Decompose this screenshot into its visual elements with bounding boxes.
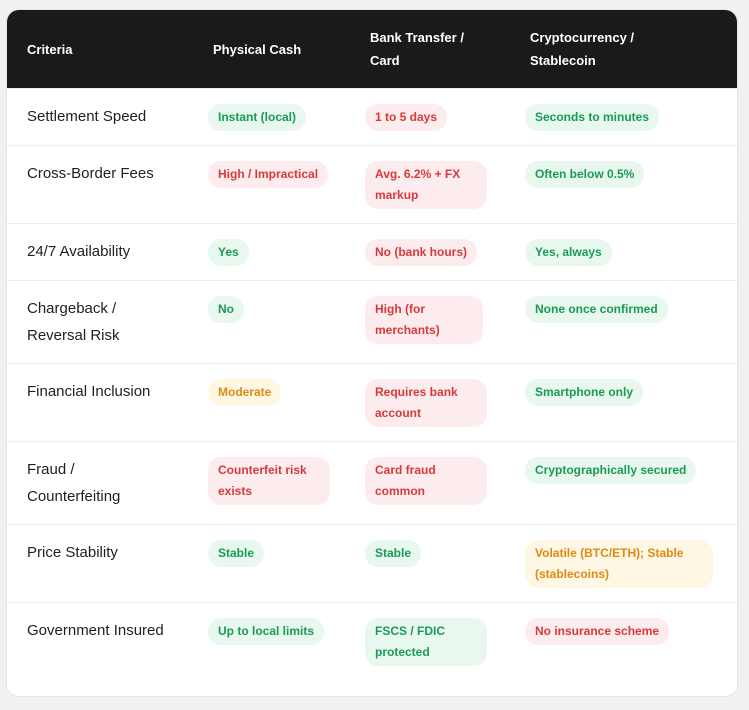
header-bank-transfer: Bank Transfer / Card <box>359 10 519 89</box>
bank-status-badge: FSCS / FDIC protected <box>365 618 487 666</box>
bank-cell: FSCS / FDIC protected <box>359 602 519 680</box>
bank-status-badge: Requires bank account <box>365 379 487 427</box>
header-criteria: Criteria <box>7 10 202 89</box>
crypto-cell: Often below 0.5% <box>519 145 737 224</box>
criteria-cell: Price Stability <box>7 524 202 603</box>
table-row: Financial Inclusion Moderate Requires bank… <box>7 363 737 442</box>
cash-cell: Stable <box>202 524 359 603</box>
criteria-cell: Financial Inclusion <box>7 363 202 442</box>
cash-cell: High / Impractical <box>202 145 359 224</box>
header-row: Criteria Physical Cash Bank Transfer / C… <box>7 10 737 89</box>
bank-cell: Requires bank account <box>359 363 519 442</box>
table-row: Government Insured Up to local limits FSCS… <box>7 602 737 680</box>
cash-status-badge: Yes <box>208 239 249 266</box>
bank-cell: High (for merchants) <box>359 280 519 364</box>
comparison-table-card: Criteria Physical Cash Bank Transfer / C… <box>7 10 737 696</box>
cash-status-badge: Instant (local) <box>208 104 307 131</box>
crypto-cell: Volatile (BTC/ETH); Stable (stablecoins) <box>519 524 737 603</box>
comparison-table: Criteria Physical Cash Bank Transfer / C… <box>7 10 737 680</box>
crypto-status-badge: Volatile (BTC/ETH); Stable (stablecoins) <box>525 540 713 588</box>
crypto-status-badge: Cryptographically secured <box>525 457 697 484</box>
crypto-cell: None once confirmed <box>519 280 737 364</box>
table-header: Criteria Physical Cash Bank Transfer / C… <box>7 10 737 89</box>
bank-status-badge: Avg. 6.2% + FX markup <box>365 161 487 209</box>
criteria-cell: Government Insured <box>7 602 202 680</box>
bank-status-badge: 1 to 5 days <box>365 104 448 131</box>
criteria-cell: Settlement Speed <box>7 88 202 146</box>
crypto-status-badge: Seconds to minutes <box>525 104 660 131</box>
criteria-cell: Fraud / Counterfeiting <box>7 441 202 525</box>
bank-cell: Card fraud common <box>359 441 519 525</box>
cash-cell: Instant (local) <box>202 88 359 146</box>
bank-cell: 1 to 5 days <box>359 88 519 146</box>
table-row: 24/7 Availability Yes No (bank hours) Yes, … <box>7 223 737 281</box>
crypto-status-badge: No insurance scheme <box>525 618 670 645</box>
bank-cell: Stable <box>359 524 519 603</box>
cash-cell: Yes <box>202 223 359 281</box>
crypto-status-badge: Yes, always <box>525 239 612 266</box>
bank-cell: No (bank hours) <box>359 223 519 281</box>
table-row: Cross-Border Fees High / Impractical Avg. … <box>7 145 737 224</box>
cash-cell: Counterfeit risk exists <box>202 441 359 525</box>
crypto-cell: Smartphone only <box>519 363 737 442</box>
bank-status-badge: Card fraud common <box>365 457 487 505</box>
cash-status-badge: Moderate <box>208 379 282 406</box>
criteria-cell: Chargeback / Reversal Risk <box>7 280 202 364</box>
table-row: Fraud / Counterfeiting Counterfeit risk e… <box>7 441 737 525</box>
crypto-cell: Seconds to minutes <box>519 88 737 146</box>
bank-status-badge: High (for merchants) <box>365 296 483 344</box>
crypto-cell: Cryptographically secured <box>519 441 737 525</box>
cash-cell: No <box>202 280 359 364</box>
criteria-cell: 24/7 Availability <box>7 223 202 281</box>
cash-status-badge: Counterfeit risk exists <box>208 457 330 505</box>
bank-cell: Avg. 6.2% + FX markup <box>359 145 519 224</box>
crypto-cell: Yes, always <box>519 223 737 281</box>
cash-cell: Moderate <box>202 363 359 442</box>
crypto-status-badge: Often below 0.5% <box>525 161 645 188</box>
bank-status-badge: Stable <box>365 540 422 567</box>
crypto-cell: No insurance scheme <box>519 602 737 680</box>
table-row: Settlement Speed Instant (local) 1 to 5 da… <box>7 88 737 146</box>
cash-status-badge: High / Impractical <box>208 161 329 188</box>
crypto-status-badge: None once confirmed <box>525 296 668 323</box>
bank-status-badge: No (bank hours) <box>365 239 477 266</box>
cash-status-badge: No <box>208 296 244 323</box>
table-row: Chargeback / Reversal Risk No High (for me… <box>7 280 737 364</box>
header-physical-cash: Physical Cash <box>202 10 359 89</box>
header-cryptocurrency: Cryptocurrency / Stablecoin <box>519 10 737 89</box>
cash-status-badge: Stable <box>208 540 265 567</box>
cash-status-badge: Up to local limits <box>208 618 325 645</box>
crypto-status-badge: Smartphone only <box>525 379 644 406</box>
criteria-cell: Cross-Border Fees <box>7 145 202 224</box>
table-row: Price Stability Stable Stable Volatile (BTC… <box>7 524 737 603</box>
cash-cell: Up to local limits <box>202 602 359 680</box>
table-body: Settlement Speed Instant (local) 1 to 5 da… <box>7 88 737 680</box>
